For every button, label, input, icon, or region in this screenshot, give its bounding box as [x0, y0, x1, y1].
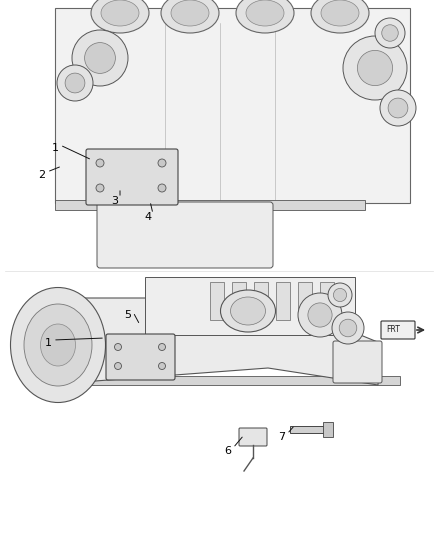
Circle shape	[339, 319, 357, 337]
Bar	[254, 282, 268, 320]
Text: 7: 7	[279, 432, 286, 442]
Ellipse shape	[11, 287, 106, 402]
Text: FRT: FRT	[386, 325, 400, 334]
Bar	[276, 282, 290, 320]
Ellipse shape	[220, 290, 276, 332]
Ellipse shape	[311, 0, 369, 33]
Circle shape	[375, 18, 405, 48]
Circle shape	[65, 73, 85, 93]
Text: 2: 2	[39, 170, 46, 180]
Text: 4: 4	[145, 212, 152, 222]
Text: 5: 5	[124, 310, 131, 320]
Bar	[210, 282, 224, 320]
Polygon shape	[35, 298, 380, 388]
Circle shape	[333, 288, 346, 302]
Bar	[30, 376, 400, 385]
Ellipse shape	[321, 0, 359, 26]
Ellipse shape	[40, 324, 75, 366]
Circle shape	[158, 159, 166, 167]
Circle shape	[114, 343, 121, 351]
Circle shape	[298, 293, 342, 337]
FancyBboxPatch shape	[239, 428, 267, 446]
Bar	[320, 282, 334, 320]
Ellipse shape	[230, 297, 265, 325]
Circle shape	[159, 362, 166, 369]
Circle shape	[308, 303, 332, 327]
Circle shape	[158, 184, 166, 192]
FancyBboxPatch shape	[86, 149, 178, 205]
Text: 3: 3	[112, 196, 119, 206]
Circle shape	[96, 159, 104, 167]
Circle shape	[357, 51, 392, 86]
FancyBboxPatch shape	[106, 334, 175, 380]
Ellipse shape	[101, 0, 139, 26]
Circle shape	[328, 283, 352, 307]
Bar	[323, 422, 333, 437]
FancyBboxPatch shape	[333, 341, 382, 383]
Ellipse shape	[236, 0, 294, 33]
Bar	[55, 8, 410, 203]
Circle shape	[114, 362, 121, 369]
Circle shape	[382, 25, 398, 41]
Bar	[232, 282, 246, 320]
Text: 1: 1	[45, 338, 52, 348]
Circle shape	[85, 43, 115, 74]
Circle shape	[159, 343, 166, 351]
Circle shape	[57, 65, 93, 101]
Circle shape	[72, 30, 128, 86]
Ellipse shape	[161, 0, 219, 33]
Ellipse shape	[24, 304, 92, 386]
Circle shape	[96, 184, 104, 192]
Circle shape	[380, 90, 416, 126]
Bar	[290, 426, 325, 433]
Circle shape	[332, 312, 364, 344]
Ellipse shape	[246, 0, 284, 26]
Bar	[55, 200, 365, 210]
FancyBboxPatch shape	[381, 321, 415, 339]
Ellipse shape	[91, 0, 149, 33]
Text: 1: 1	[52, 143, 59, 153]
Bar	[145, 277, 355, 335]
Circle shape	[388, 98, 408, 118]
Ellipse shape	[171, 0, 209, 26]
Bar	[298, 282, 312, 320]
Circle shape	[343, 36, 407, 100]
Text: 6: 6	[225, 446, 232, 456]
FancyBboxPatch shape	[97, 202, 273, 268]
